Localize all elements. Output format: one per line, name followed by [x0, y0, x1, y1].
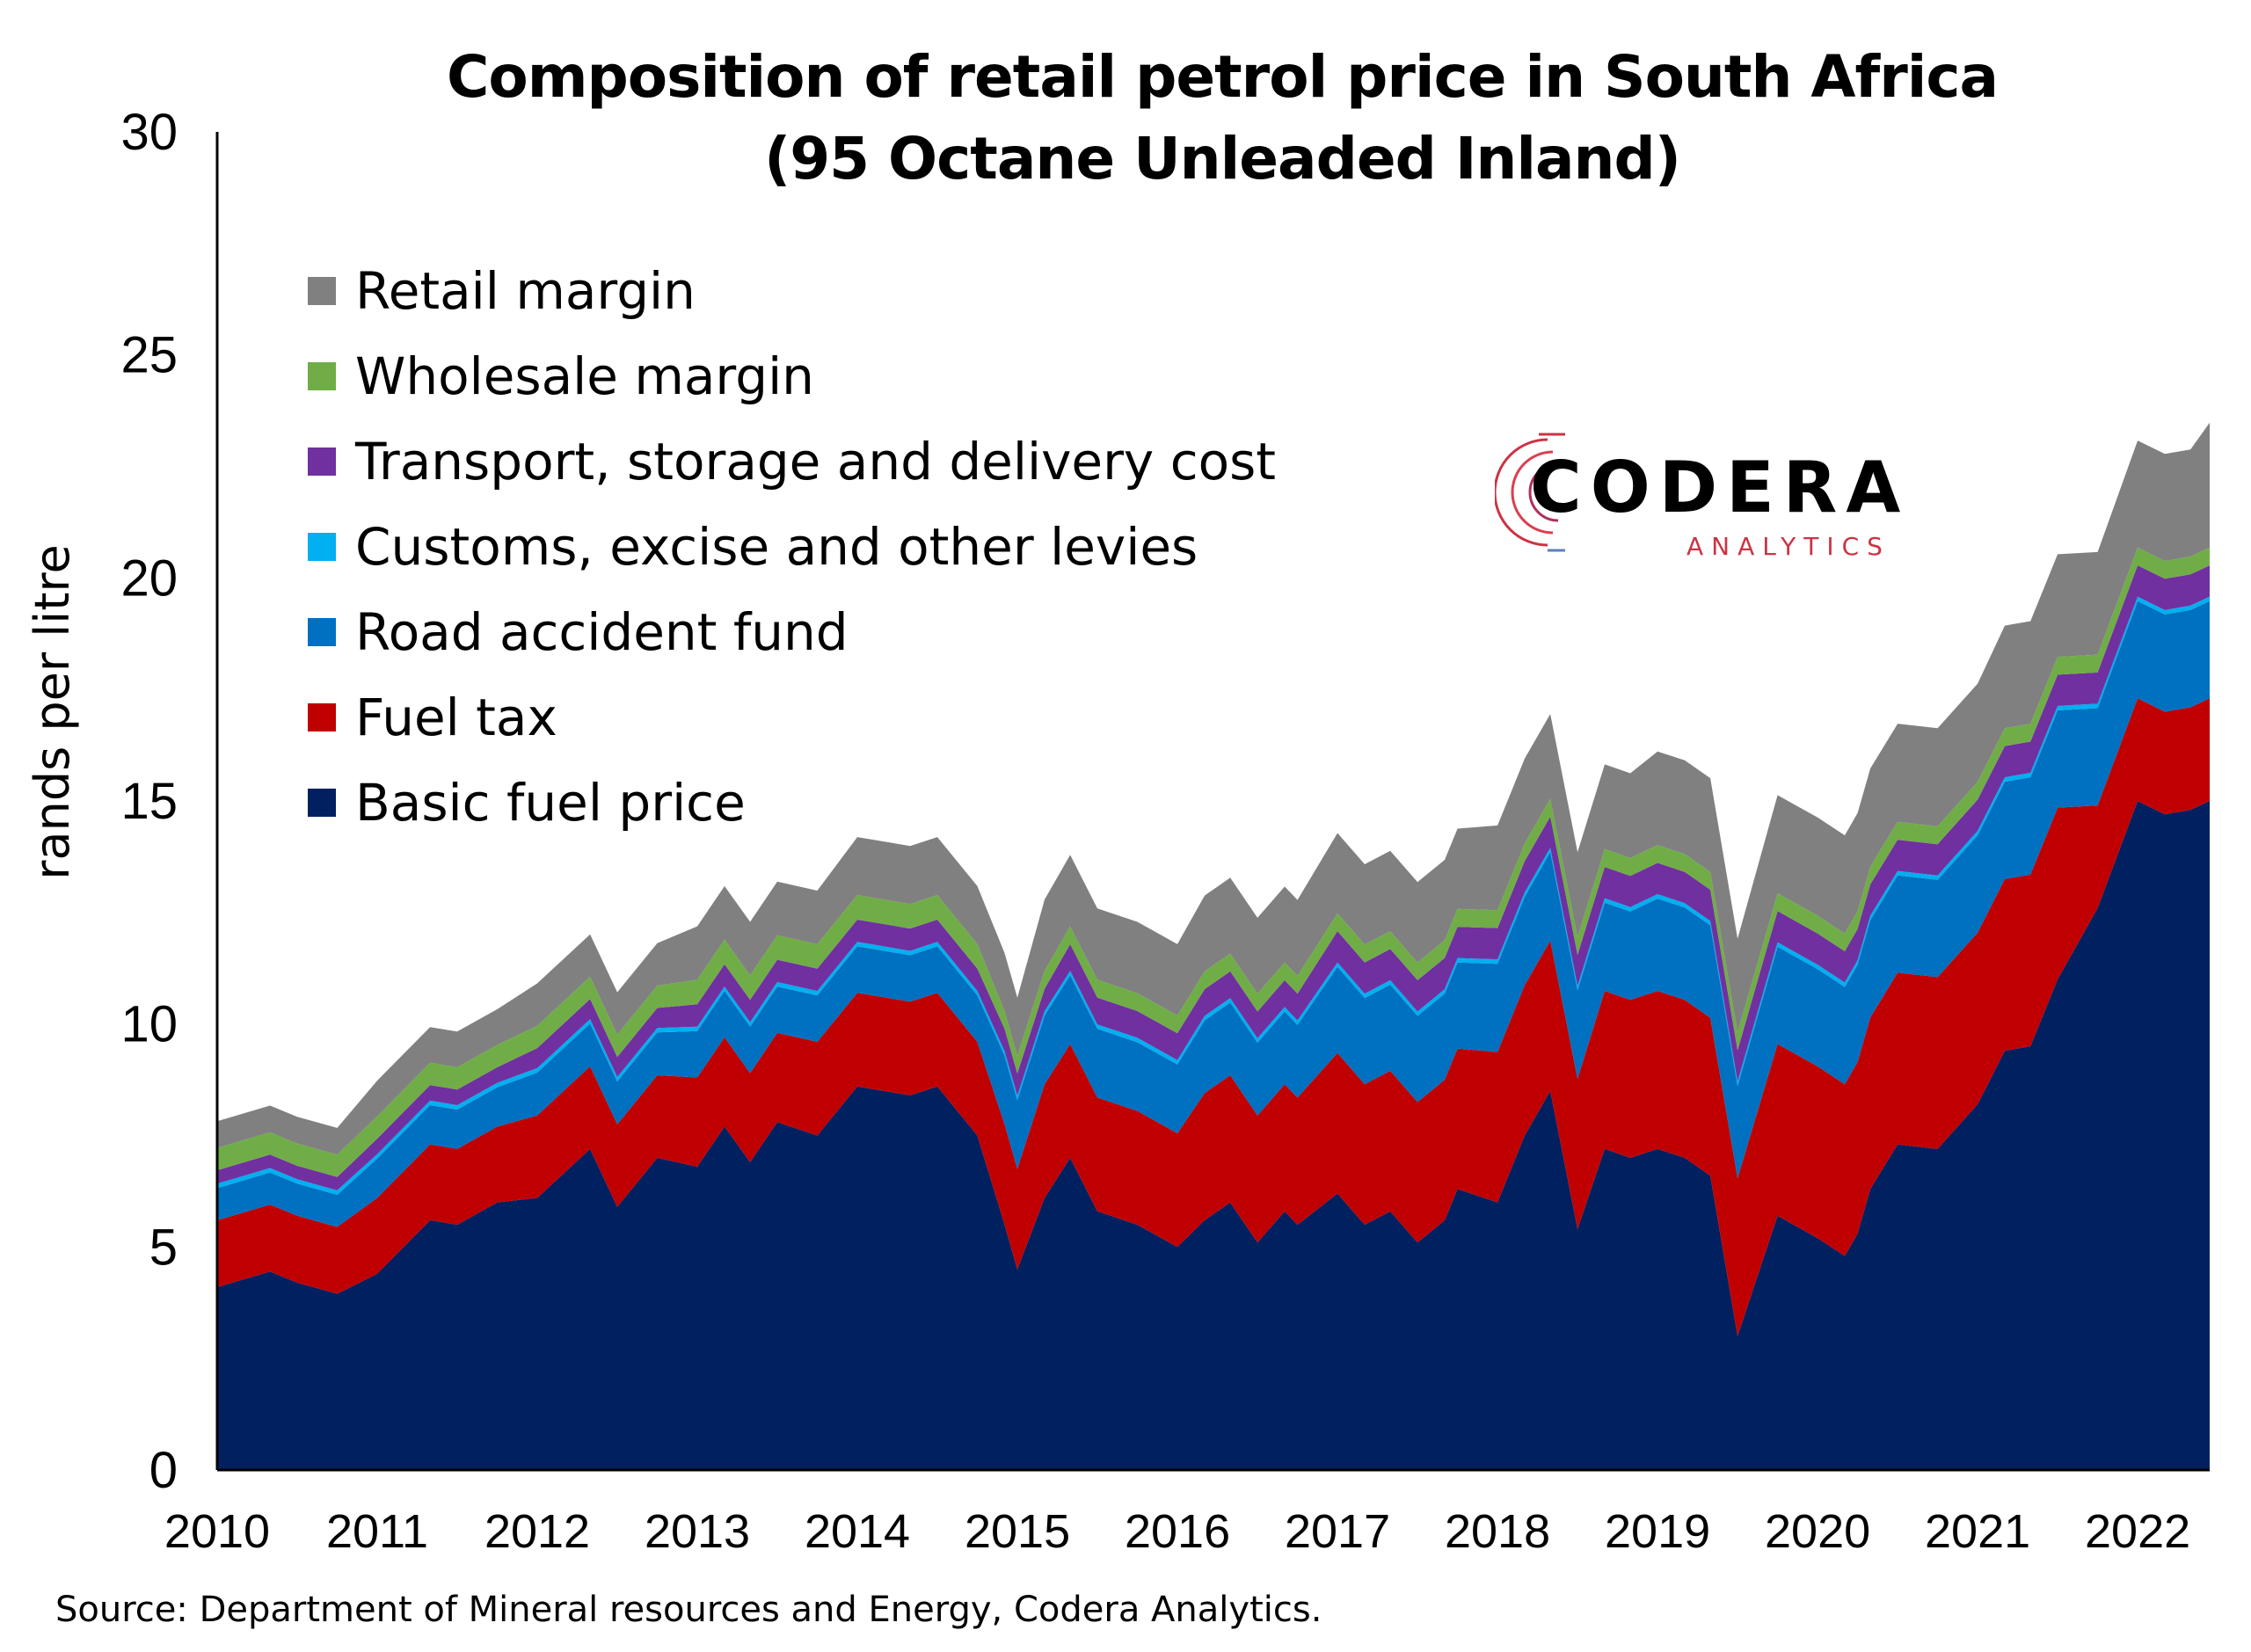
legend-swatch — [308, 532, 336, 561]
logo-circuit-icon — [1495, 433, 1565, 552]
x-tick-label: 2013 — [645, 1505, 750, 1558]
legend-label: Road accident fund — [355, 601, 849, 662]
area-fuel-tax — [217, 698, 2210, 1336]
legend-item: Customs, excise and other levies — [308, 504, 1276, 589]
y-tick-label: 15 — [120, 773, 178, 830]
legend-item: Road accident fund — [308, 589, 1276, 674]
source-note: Source: Department of Mineral resources … — [55, 1590, 1322, 1630]
chart-title: Composition of retail petrol price in So… — [446, 43, 1999, 111]
legend-item: Basic fuel price — [308, 760, 1276, 845]
chart-subtitle: (95 Octane Unleaded Inland) — [764, 125, 1681, 193]
x-tick-label: 2022 — [2085, 1505, 2190, 1558]
x-tick-label: 2015 — [965, 1505, 1070, 1558]
area-basic-fuel-price — [217, 801, 2210, 1470]
y-tick-labels: 0 5 10 15 20 25 30 — [120, 104, 178, 1499]
y-axis-label: rands per litre — [25, 544, 80, 879]
stacked-areas — [217, 422, 2210, 1470]
x-tick-label: 2021 — [1925, 1505, 2030, 1558]
y-tick-label: 5 — [149, 1219, 178, 1276]
logo-wordmark: CODERA — [1530, 447, 1910, 528]
x-tick-label: 2010 — [164, 1505, 270, 1558]
legend-item: Fuel tax — [308, 674, 1276, 760]
legend-label: Wholesale margin — [355, 346, 814, 406]
legend-item: Wholesale margin — [308, 333, 1276, 418]
legend-label: Retail margin — [355, 260, 696, 321]
x-tick-label: 2011 — [326, 1505, 428, 1558]
y-tick-label: 25 — [120, 327, 178, 384]
y-tick-label: 10 — [120, 996, 178, 1053]
axes — [215, 132, 2210, 1472]
x-tick-label: 2020 — [1765, 1505, 1870, 1558]
logo-tagline: ANALYTICS — [1686, 532, 1890, 561]
legend-swatch — [308, 788, 336, 817]
y-tick-label: 0 — [149, 1442, 178, 1499]
y-tick-label: 20 — [120, 549, 178, 607]
legend-label: Fuel tax — [355, 687, 557, 747]
legend-label: Transport, storage and delivery cost — [355, 431, 1277, 491]
y-tick-label: 30 — [120, 104, 178, 161]
x-tick-label: 2014 — [805, 1505, 910, 1558]
legend-swatch — [308, 702, 336, 731]
x-tick-label: 2016 — [1125, 1505, 1230, 1558]
legend-swatch — [308, 617, 336, 646]
x-tick-label: 2018 — [1445, 1505, 1550, 1558]
legend-label: Customs, excise and other levies — [355, 516, 1198, 577]
legend-item: Transport, storage and delivery cost — [308, 418, 1276, 504]
legend-swatch — [308, 361, 336, 390]
legend: Retail margin Wholesale margin Transport, … — [308, 248, 1276, 845]
x-tick-label: 2019 — [1605, 1505, 1710, 1558]
legend-label: Basic fuel price — [355, 772, 746, 833]
legend-item: Retail margin — [308, 248, 1276, 333]
x-tick-labels: 2010 2011 2012 2013 2014 2015 2016 2017 2018 2019… — [164, 1505, 2190, 1558]
legend-swatch — [308, 276, 336, 305]
x-tick-label: 2017 — [1285, 1505, 1390, 1558]
x-tick-label: 2012 — [484, 1505, 590, 1558]
legend-swatch — [308, 447, 336, 476]
